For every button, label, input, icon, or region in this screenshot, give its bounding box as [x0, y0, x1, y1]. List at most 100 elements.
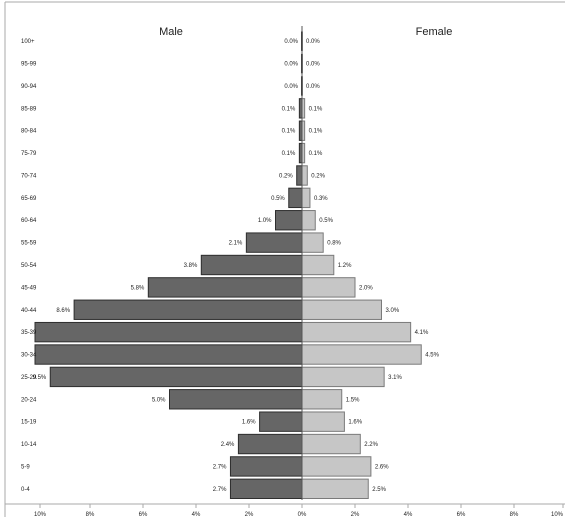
data-label-female-45-49: 2.0% — [359, 285, 373, 291]
data-label-female-35-39: 4.1% — [415, 330, 429, 336]
x-tick-label-9: 8% — [510, 512, 519, 518]
data-label-male-80-84: 0.1% — [282, 129, 296, 135]
bar-male-70-74 — [296, 165, 303, 186]
age-label-45-49: 45-49 — [21, 285, 37, 291]
data-label-male-70-74: 0.2% — [279, 173, 293, 179]
data-label-female-50-54: 1.2% — [338, 263, 352, 269]
data-label-male-75-79: 0.1% — [282, 151, 296, 157]
bar-female-10-14 — [301, 433, 361, 455]
x-tick-label-3: 4% — [192, 512, 201, 518]
bar-female-25-29 — [301, 366, 385, 388]
x-tick-label-0: 10% — [34, 512, 47, 518]
data-label-male-10-14: 2.4% — [221, 442, 235, 448]
series-title-female: Female — [416, 26, 453, 38]
data-label-female-15-19: 1.6% — [348, 420, 362, 426]
labels-layer: 100+ 0.0% 0.0% 95-99 0.0% 0.0% 90-94 0.0% 0.0% 85… — [21, 39, 440, 493]
series-title-male: Male — [159, 26, 183, 38]
age-label-5-9: 5-9 — [21, 464, 30, 470]
age-label-30-34: 30-34 — [21, 353, 37, 359]
data-label-female-55-59: 0.8% — [327, 241, 341, 247]
data-label-male-25-29: 9.5% — [33, 375, 47, 381]
age-label-60-64: 60-64 — [21, 218, 37, 224]
bar-female-55-59 — [301, 232, 324, 253]
data-label-female-70-74: 0.2% — [311, 173, 325, 179]
bar-male-35-39 — [34, 321, 303, 343]
bar-male-0-4 — [229, 478, 303, 500]
bar-female-40-44 — [301, 299, 382, 320]
axis-layer: 10% 8% 6% 4% 2% 0% 2% 4% 6% 8% 10% — [4, 1, 565, 518]
data-label-female-40-44: 3.0% — [386, 308, 400, 314]
data-label-male-65-69: 0.5% — [271, 196, 285, 202]
bar-male-45-49 — [147, 277, 303, 298]
age-label-85-89: 85-89 — [21, 106, 37, 112]
x-tick-label-5: 0% — [298, 512, 307, 518]
data-label-male-60-64: 1.0% — [258, 218, 272, 224]
bar-female-65-69 — [301, 187, 311, 209]
x-tick-label-8: 6% — [457, 512, 466, 518]
x-tick-label-7: 4% — [404, 512, 413, 518]
age-label-50-54: 50-54 — [21, 263, 37, 269]
age-label-70-74: 70-74 — [21, 173, 37, 179]
data-label-male-0-4: 2.7% — [213, 487, 227, 493]
age-label-100+: 100+ — [21, 39, 35, 45]
x-tick-label-4: 2% — [245, 512, 254, 518]
age-label-15-19: 15-19 — [21, 420, 37, 426]
age-label-40-44: 40-44 — [21, 308, 37, 314]
bar-male-10-14 — [237, 433, 303, 455]
data-label-female-60-64: 0.5% — [319, 218, 333, 224]
bar-male-25-29 — [49, 366, 303, 388]
data-label-female-90-94: 0.0% — [306, 84, 320, 90]
age-label-35-39: 35-39 — [21, 330, 37, 336]
bar-female-60-64 — [301, 210, 316, 231]
x-tick-label-10: 10% — [551, 512, 564, 518]
data-label-male-15-19: 1.6% — [242, 420, 256, 426]
bar-male-5-9 — [229, 456, 303, 477]
age-label-95-99: 95-99 — [21, 62, 37, 68]
data-label-female-75-79: 0.1% — [309, 151, 323, 157]
bar-male-40-44 — [73, 299, 303, 320]
age-label-55-59: 55-59 — [21, 241, 37, 247]
data-label-female-25-29: 3.1% — [388, 375, 402, 381]
x-tick-label-6: 2% — [351, 512, 360, 518]
age-label-75-79: 75-79 — [21, 151, 37, 157]
age-label-25-29: 25-29 — [21, 375, 37, 381]
data-label-female-0-4: 2.5% — [372, 487, 386, 493]
age-label-10-14: 10-14 — [21, 442, 37, 448]
bar-female-70-74 — [301, 165, 308, 186]
age-label-0-4: 0-4 — [21, 487, 30, 493]
bar-male-55-59 — [245, 232, 303, 253]
age-label-90-94: 90-94 — [21, 84, 37, 90]
data-label-female-20-24: 1.5% — [346, 397, 360, 403]
data-label-male-55-59: 2.1% — [229, 241, 243, 247]
bars-layer — [34, 31, 422, 500]
bar-male-15-19 — [259, 411, 303, 432]
data-label-male-40-44: 8.6% — [56, 308, 70, 314]
data-label-male-45-49: 5.8% — [131, 285, 145, 291]
data-label-female-80-84: 0.1% — [309, 129, 323, 135]
x-tick-label-2: 6% — [139, 512, 148, 518]
bar-male-30-34 — [34, 344, 303, 365]
bar-female-45-49 — [301, 277, 356, 298]
data-label-male-50-54: 3.8% — [184, 263, 198, 269]
bar-female-15-19 — [301, 411, 345, 432]
data-label-male-90-94: 0.0% — [284, 84, 298, 90]
bar-male-60-64 — [275, 210, 303, 231]
data-label-female-95-99: 0.0% — [306, 62, 320, 68]
bar-male-50-54 — [200, 254, 303, 276]
bar-male-20-24 — [169, 389, 303, 410]
data-label-male-20-24: 5.0% — [152, 397, 166, 403]
data-label-female-5-9: 2.6% — [375, 464, 389, 470]
bar-male-65-69 — [288, 187, 303, 209]
bar-female-35-39 — [301, 321, 412, 343]
data-label-male-95-99: 0.0% — [284, 62, 298, 68]
bar-female-5-9 — [301, 456, 372, 477]
age-label-65-69: 65-69 — [21, 196, 37, 202]
data-label-female-100+: 0.0% — [306, 39, 320, 45]
bar-female-0-4 — [301, 478, 369, 500]
data-label-female-10-14: 2.2% — [364, 442, 378, 448]
data-label-male-100+: 0.0% — [284, 39, 298, 45]
bar-female-50-54 — [301, 254, 335, 276]
bar-female-30-34 — [301, 344, 422, 365]
